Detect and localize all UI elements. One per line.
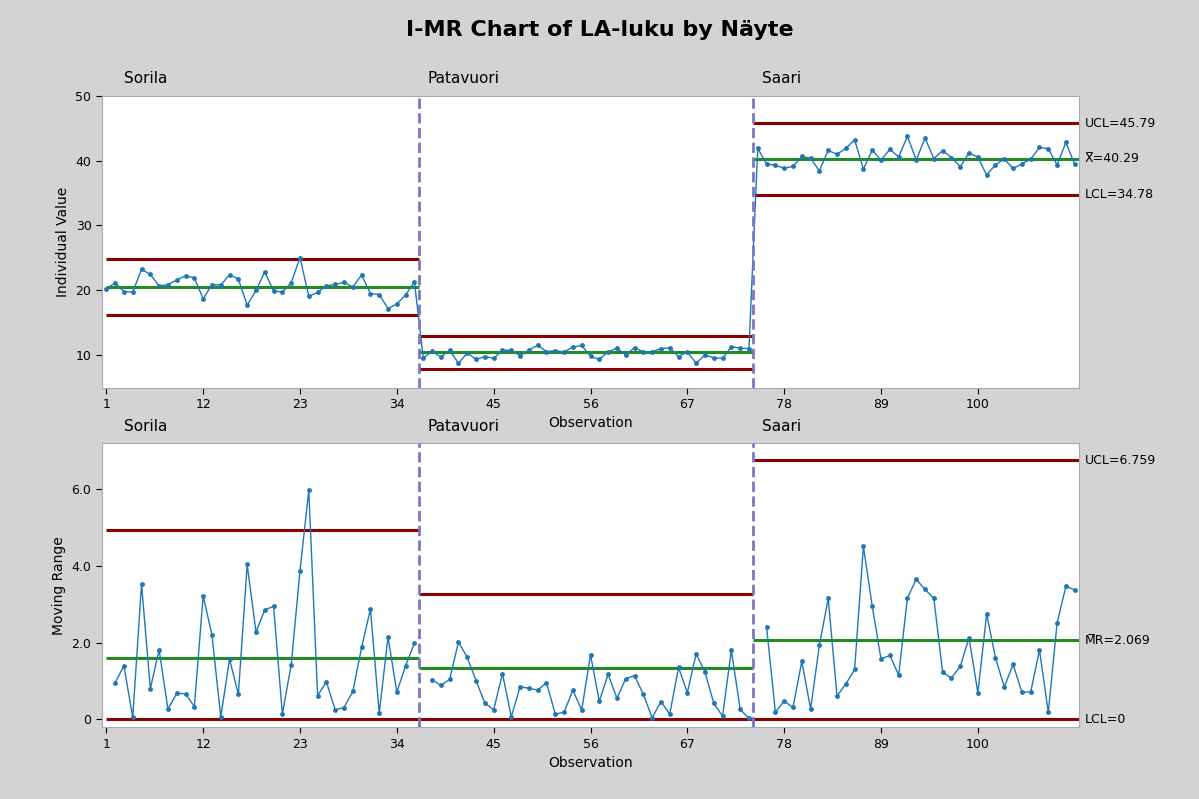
Text: Patavuori: Patavuori: [428, 419, 500, 434]
Text: X̅=40.29: X̅=40.29: [1085, 153, 1140, 165]
Text: LCL=34.78: LCL=34.78: [1085, 188, 1155, 201]
Text: M̅R=2.069: M̅R=2.069: [1085, 634, 1151, 646]
X-axis label: Observation: Observation: [548, 416, 633, 431]
Text: Patavuori: Patavuori: [428, 71, 500, 86]
Text: UCL=45.79: UCL=45.79: [1085, 117, 1156, 129]
X-axis label: Observation: Observation: [548, 756, 633, 770]
Text: LCL=0: LCL=0: [1085, 713, 1127, 726]
Text: Saari: Saari: [763, 419, 801, 434]
Text: Sorila: Sorila: [123, 419, 168, 434]
Text: UCL=6.759: UCL=6.759: [1085, 454, 1156, 467]
Text: I-MR Chart of LA-luku by Näyte: I-MR Chart of LA-luku by Näyte: [405, 20, 794, 40]
Y-axis label: Individual Value: Individual Value: [56, 187, 70, 296]
Y-axis label: Moving Range: Moving Range: [52, 536, 66, 634]
Text: Saari: Saari: [763, 71, 801, 86]
Text: Sorila: Sorila: [123, 71, 168, 86]
